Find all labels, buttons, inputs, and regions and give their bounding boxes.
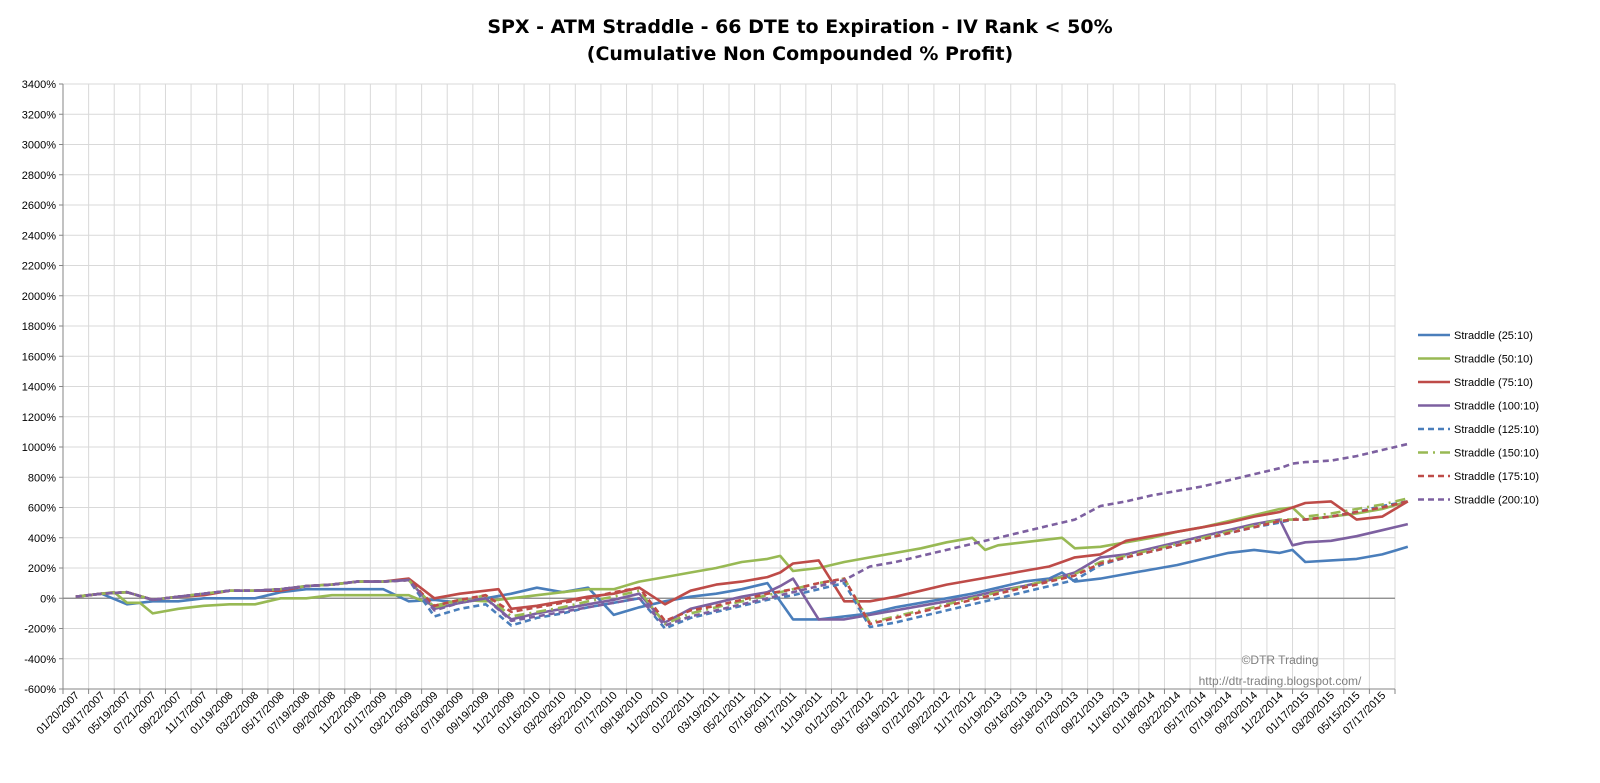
chart-subtitle-line: (Cumulative Non Compounded % Profit)	[586, 43, 1014, 65]
y-tick-label: 2200%	[22, 261, 56, 273]
y-tick-label: -200%	[24, 624, 56, 636]
series-layer	[75, 442, 1409, 630]
y-tick-label: 1600%	[22, 351, 56, 363]
series-line-6	[75, 497, 1409, 626]
series-line-8	[75, 442, 1409, 627]
legend: Straddle (25:10) Straddle (50:10) Straddle…	[1418, 330, 1539, 507]
legend-label-1: Straddle (25:10)	[1454, 330, 1533, 342]
series-line-1	[75, 545, 1409, 621]
legend-label-2: Straddle (50:10)	[1454, 354, 1533, 366]
chart-title: SPX - ATM Straddle - 66 DTE to Expiratio…	[0, 14, 1600, 68]
y-axis-ticks: -600% -400% -200% 0% 200% 400% 600% 800% 1000% 12…	[22, 79, 56, 696]
chart-title-line: SPX - ATM Straddle - 66 DTE to Expiratio…	[487, 16, 1113, 38]
series-line-7	[75, 500, 1409, 626]
y-tick-label: 2800%	[22, 170, 56, 182]
watermark-copyright: ©DTR Trading	[1241, 653, 1319, 667]
y-tick-label: -400%	[24, 654, 56, 666]
watermark: ©DTR Trading http://dtr-trading.blogspot…	[1180, 650, 1380, 692]
y-tick-label: 1000%	[22, 442, 56, 454]
legend-label-4: Straddle (100:10)	[1454, 401, 1539, 413]
y-tick-label: 2000%	[22, 291, 56, 303]
y-tick-label: 2600%	[22, 200, 56, 212]
y-tick-label: 3400%	[22, 79, 56, 91]
x-axis-ticks: 01/20/200703/17/200705/19/200707/21/2007…	[35, 690, 1389, 737]
legend-label-3: Straddle (75:10)	[1454, 377, 1533, 389]
watermark-url: http://dtr-trading.blogspot.com/	[1198, 674, 1362, 688]
y-tick-label: 3000%	[22, 140, 56, 152]
y-tick-label: 3200%	[22, 109, 56, 121]
y-tick-label: 0%	[40, 593, 56, 605]
y-tick-label: -600%	[24, 684, 56, 696]
legend-label-7: Straddle (175:10)	[1454, 471, 1539, 483]
y-tick-label: 800%	[28, 472, 56, 484]
series-line-4	[75, 518, 1409, 624]
grid-layer	[62, 83, 1396, 690]
y-tick-label: 1800%	[22, 321, 56, 333]
legend-label-8: Straddle (200:10)	[1454, 495, 1539, 507]
y-tick-label: 200%	[28, 563, 56, 575]
y-tick-label: 2400%	[22, 230, 56, 242]
y-tick-label: 600%	[28, 503, 56, 515]
y-tick-label: 1200%	[22, 412, 56, 424]
y-tick-label: 1400%	[22, 382, 56, 394]
series-line-5	[75, 500, 1409, 630]
y-tick-label: 400%	[28, 533, 56, 545]
legend-label-5: Straddle (125:10)	[1454, 424, 1539, 436]
legend-label-6: Straddle (150:10)	[1454, 448, 1539, 460]
